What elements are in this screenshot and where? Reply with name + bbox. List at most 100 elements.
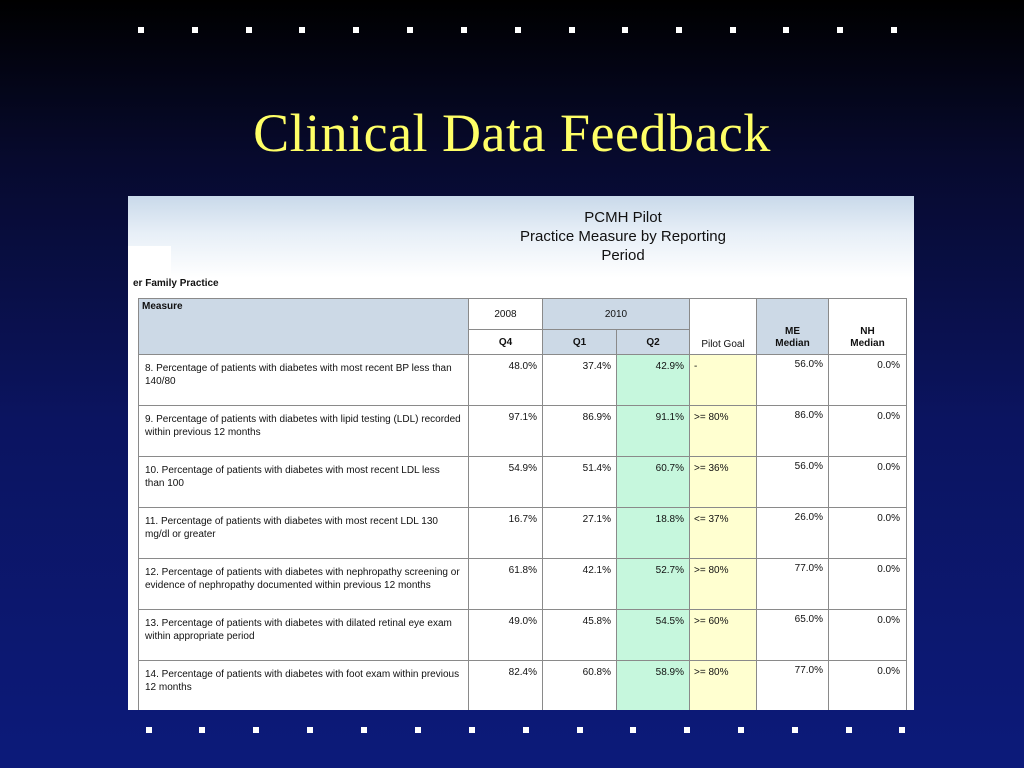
dot-mark xyxy=(146,727,152,733)
year-2010-header: 2010 xyxy=(542,298,690,330)
dot-mark xyxy=(253,727,259,733)
dot-mark xyxy=(523,727,529,733)
q2-2010-value: 60.7% xyxy=(616,456,690,508)
dot-mark xyxy=(891,27,897,33)
me-median-label: ME Median xyxy=(775,326,810,349)
dot-mark xyxy=(415,727,421,733)
header-notch xyxy=(128,246,171,298)
table-row: 14. Percentage of patients with diabetes… xyxy=(138,660,907,710)
dot-mark xyxy=(569,27,575,33)
q2-2010-value: 91.1% xyxy=(616,405,690,457)
dot-mark xyxy=(407,27,413,33)
bottom-dot-border xyxy=(0,727,1024,739)
measure-cell: 10. Percentage of patients with diabetes… xyxy=(138,456,469,508)
q2-2010-value: 52.7% xyxy=(616,558,690,610)
dot-mark xyxy=(307,727,313,733)
measure-column-header: Measure xyxy=(138,298,469,355)
q2-2010-value: 54.5% xyxy=(616,609,690,661)
dot-mark xyxy=(138,27,144,33)
dot-mark xyxy=(837,27,843,33)
q4-2008-value: 61.8% xyxy=(468,558,543,610)
measure-cell: 14. Percentage of patients with diabetes… xyxy=(138,660,469,710)
measure-cell: 12. Percentage of patients with diabetes… xyxy=(138,558,469,610)
dot-mark xyxy=(199,727,205,733)
nh-median-value: 0.0% xyxy=(828,456,907,508)
me-median-value: 26.0% xyxy=(756,507,829,559)
q4-2008-value: 16.7% xyxy=(468,507,543,559)
year-2008-header: 2008 xyxy=(468,298,543,330)
table-row: 8. Percentage of patients with diabetes … xyxy=(138,354,907,406)
dot-mark xyxy=(461,27,467,33)
dot-mark xyxy=(469,727,475,733)
table-row: 13. Percentage of patients with diabetes… xyxy=(138,609,907,661)
dot-mark xyxy=(676,27,682,33)
table-row: 12. Percentage of patients with diabetes… xyxy=(138,558,907,610)
dot-mark xyxy=(361,727,367,733)
q1-2010-value: 51.4% xyxy=(542,456,617,508)
me-median-value: 77.0% xyxy=(756,660,829,710)
dot-mark xyxy=(792,727,798,733)
pilot-goal-value: >= 60% xyxy=(689,609,757,661)
me-median-value: 77.0% xyxy=(756,558,829,610)
dot-mark xyxy=(622,27,628,33)
measures-body: 8. Percentage of patients with diabetes … xyxy=(138,354,907,710)
nh-median-value: 0.0% xyxy=(828,507,907,559)
q2-2010-value: 58.9% xyxy=(616,660,690,710)
top-dot-border xyxy=(0,27,1024,39)
measure-cell: 8. Percentage of patients with diabetes … xyxy=(138,354,469,406)
dot-mark xyxy=(577,727,583,733)
q2-header: Q2 xyxy=(616,329,690,355)
q4-header: Q4 xyxy=(468,329,543,355)
me-median-value: 56.0% xyxy=(756,456,829,508)
dot-mark xyxy=(684,727,690,733)
report-panel: PCMH Pilot Practice Measure by Reporting… xyxy=(128,196,914,710)
measure-cell: 11. Percentage of patients with diabetes… xyxy=(138,507,469,559)
dot-mark xyxy=(899,727,905,733)
q1-2010-value: 42.1% xyxy=(542,558,617,610)
q4-2008-value: 48.0% xyxy=(468,354,543,406)
q1-2010-value: 86.9% xyxy=(542,405,617,457)
q4-2008-value: 97.1% xyxy=(468,405,543,457)
q1-header: Q1 xyxy=(542,329,617,355)
dot-mark xyxy=(353,27,359,33)
slide-title: Clinical Data Feedback xyxy=(253,103,771,163)
q2-2010-value: 42.9% xyxy=(616,354,690,406)
dot-mark xyxy=(846,727,852,733)
dot-mark xyxy=(515,27,521,33)
q1-2010-value: 27.1% xyxy=(542,507,617,559)
nh-median-value: 0.0% xyxy=(828,405,907,457)
nh-median-value: 0.0% xyxy=(828,660,907,710)
pilot-goal-value: - xyxy=(689,354,757,406)
q1-2010-value: 45.8% xyxy=(542,609,617,661)
me-median-value: 65.0% xyxy=(756,609,829,661)
nh-median-value: 0.0% xyxy=(828,354,907,406)
report-heading: PCMH Pilot Practice Measure by Reporting… xyxy=(458,208,788,265)
table-row: 10. Percentage of patients with diabetes… xyxy=(138,456,907,508)
practice-name: er Family Practice xyxy=(133,278,219,289)
measures-table: Measure 2008 2010 Pilot Goal ME Median N… xyxy=(138,298,907,710)
pilot-goal-value: >= 36% xyxy=(689,456,757,508)
q1-2010-value: 60.8% xyxy=(542,660,617,710)
me-median-value: 86.0% xyxy=(756,405,829,457)
pilot-goal-header: Pilot Goal xyxy=(689,298,757,355)
q1-2010-value: 37.4% xyxy=(542,354,617,406)
dot-mark xyxy=(630,727,636,733)
dot-mark xyxy=(299,27,305,33)
measure-cell: 13. Percentage of patients with diabetes… xyxy=(138,609,469,661)
pilot-goal-value: <= 37% xyxy=(689,507,757,559)
dot-mark xyxy=(783,27,789,33)
table-row: 9. Percentage of patients with diabetes … xyxy=(138,405,907,457)
dot-mark xyxy=(246,27,252,33)
report-header: PCMH Pilot Practice Measure by Reporting… xyxy=(128,196,914,278)
q4-2008-value: 54.9% xyxy=(468,456,543,508)
measure-cell: 9. Percentage of patients with diabetes … xyxy=(138,405,469,457)
pilot-goal-value: >= 80% xyxy=(689,558,757,610)
me-median-value: 56.0% xyxy=(756,354,829,406)
nh-median-header: NH Median xyxy=(828,298,907,355)
q4-2008-value: 82.4% xyxy=(468,660,543,710)
q4-2008-value: 49.0% xyxy=(468,609,543,661)
report-heading-line: Practice Measure by Reporting xyxy=(520,228,726,245)
dot-mark xyxy=(730,27,736,33)
dot-mark xyxy=(192,27,198,33)
report-heading-line: Period xyxy=(601,247,645,264)
